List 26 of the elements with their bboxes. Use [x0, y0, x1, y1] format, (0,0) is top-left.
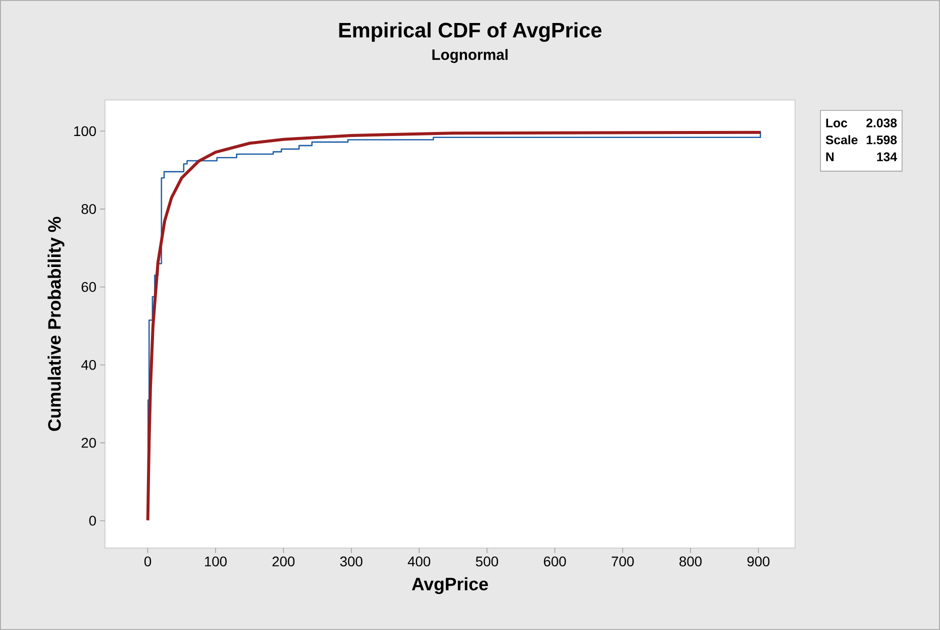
- y-tick-label: 20: [82, 438, 96, 448]
- x-tick-label: 200: [272, 556, 295, 566]
- x-tick-label: 800: [680, 556, 702, 566]
- x-tick-label: 900: [747, 556, 770, 566]
- y-tick-label: 40: [81, 360, 96, 370]
- text: 1.598: [866, 135, 897, 144]
- y-tick-label: 100: [74, 126, 96, 136]
- y-tick-label: 0: [89, 516, 96, 526]
- text: N: [826, 152, 834, 162]
- x-tick-label: 0: [144, 556, 152, 566]
- text: 2.038: [866, 118, 897, 128]
- text: Scale: [826, 135, 858, 144]
- text: 134: [877, 152, 898, 162]
- chart-subtitle: Lognormal: [432, 48, 508, 63]
- x-tick-label: 700: [612, 556, 634, 566]
- y-tick-label: 80: [82, 204, 96, 214]
- x-tick-label: 600: [544, 556, 566, 566]
- x-tick-label: 100: [205, 556, 227, 566]
- x-tick-label: 400: [408, 556, 430, 566]
- chart-title: Empirical CDF of AvgPrice: [339, 22, 602, 42]
- y-axis-title: Cumulative Probability %: [48, 216, 64, 431]
- text: Loc: [826, 118, 848, 128]
- x-tick-label: 500: [476, 556, 498, 566]
- x-tick-label: 300: [340, 556, 362, 566]
- x-axis-title: AvgPrice: [412, 577, 488, 594]
- y-tick-label: 60: [82, 282, 96, 292]
